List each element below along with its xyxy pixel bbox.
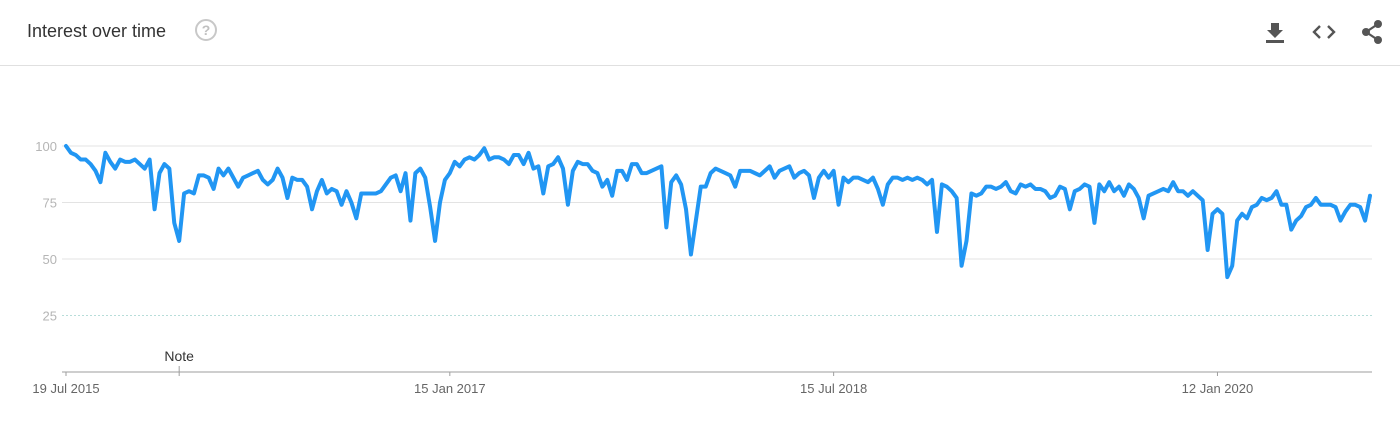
embed-button[interactable] <box>1311 19 1339 47</box>
download-button[interactable] <box>1262 19 1290 47</box>
series-line <box>64 144 1372 280</box>
y-tick-label-25: 25 <box>43 309 57 324</box>
chart-header: Interest over time ? <box>0 0 1400 66</box>
x-axis-ticks: 19 Jul 2015 15 Jan 2017 15 Jul 2018 12 Jan … <box>32 372 1253 396</box>
x-tick-label: 15 Jul 2018 <box>800 381 867 396</box>
download-icon <box>1266 23 1284 43</box>
chart-title: Interest over time <box>27 21 167 41</box>
x-tick-label: 19 Jul 2015 <box>32 381 99 396</box>
share-button[interactable] <box>1360 19 1388 47</box>
note-marker: Note <box>164 348 194 376</box>
interest-line-chart: 25 50 75 100 19 Jul 2015 15 Jan 2017 15 Jul 2… <box>32 139 1372 396</box>
y-tick-label-75: 75 <box>43 196 57 211</box>
y-tick-label-50: 50 <box>43 252 57 267</box>
help-circle-icon[interactable]: ? <box>195 19 217 41</box>
code-icon <box>1312 25 1336 39</box>
x-tick-label: 12 Jan 2020 <box>1182 381 1254 396</box>
y-axis-labels: 25 50 75 100 <box>35 139 57 324</box>
x-tick-label: 15 Jan 2017 <box>414 381 486 396</box>
chart-grid <box>62 145 1372 316</box>
y-tick-label-100: 100 <box>35 139 57 154</box>
share-icon <box>1362 20 1382 44</box>
note-label[interactable]: Note <box>164 348 194 364</box>
